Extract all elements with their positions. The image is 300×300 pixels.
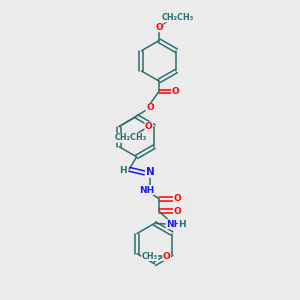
Text: O: O	[145, 122, 153, 131]
Text: O: O	[173, 207, 181, 216]
Text: CH₂CH₃: CH₂CH₃	[115, 133, 147, 142]
Text: O: O	[146, 103, 154, 112]
Text: O: O	[163, 252, 170, 261]
Text: CH₃: CH₃	[142, 252, 158, 261]
Text: CH₂CH₃: CH₂CH₃	[161, 13, 194, 22]
Text: O: O	[173, 194, 181, 203]
Text: O: O	[155, 23, 163, 32]
Text: O: O	[172, 87, 179, 96]
Text: N: N	[146, 167, 154, 177]
Text: NH: NH	[166, 220, 182, 229]
Text: NH: NH	[139, 186, 154, 195]
Text: H: H	[178, 220, 186, 229]
Text: H: H	[119, 166, 127, 175]
